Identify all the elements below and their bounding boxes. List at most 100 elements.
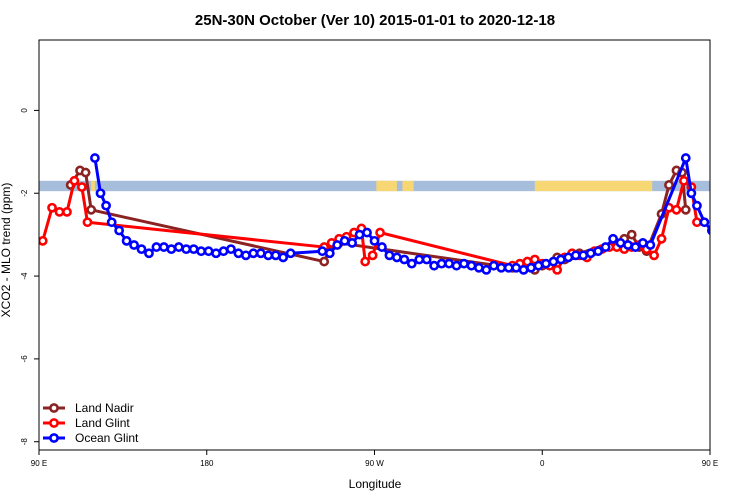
data-point [324, 248, 335, 259]
y-tick-label: -4 [20, 272, 29, 280]
data-point [121, 235, 132, 246]
data-point [218, 246, 229, 257]
legend-item: Ocean Glint [43, 431, 139, 445]
data-point [548, 256, 559, 267]
data-point [615, 238, 626, 248]
data-point [129, 240, 139, 250]
data-point [347, 238, 358, 248]
series-1 [39, 175, 702, 275]
data-point [600, 242, 611, 252]
data-point [716, 237, 723, 244]
data-point [436, 258, 447, 269]
data-point [723, 241, 730, 248]
data-point [158, 242, 169, 252]
data-point [233, 248, 244, 259]
data-point [649, 250, 659, 261]
data-point [664, 180, 674, 190]
data-point [136, 244, 147, 255]
data-point [738, 250, 745, 257]
data-point [555, 254, 566, 265]
data-point [626, 229, 637, 240]
data-point [421, 254, 432, 265]
data-point [69, 175, 80, 186]
data-point [54, 206, 65, 217]
land-segment [534, 180, 653, 192]
data-point [39, 235, 48, 246]
data-point [686, 188, 697, 199]
data-point [671, 204, 682, 215]
data-point [746, 243, 750, 250]
x-tick-label: 90 W [365, 459, 384, 468]
data-point [563, 252, 574, 263]
data-point [240, 250, 251, 261]
data-point [699, 217, 710, 228]
y-tick-label: -2 [20, 189, 29, 197]
data-point [263, 250, 274, 261]
data-point [680, 153, 691, 163]
data-point [95, 188, 106, 199]
data-point [466, 260, 477, 271]
data-point [459, 258, 469, 269]
data-point [90, 153, 100, 163]
data-point [391, 252, 402, 263]
series-2 [90, 153, 750, 275]
data-point [369, 235, 380, 246]
data-point [692, 200, 702, 211]
x-axis-label: Longitude [349, 477, 402, 491]
x-tick-label: 90 E [702, 459, 718, 468]
data-point [226, 244, 236, 255]
data-point [518, 264, 529, 275]
data-point [706, 225, 710, 236]
x-tick-label: 0 [540, 459, 545, 468]
data-point [173, 242, 184, 252]
data-point [255, 248, 266, 259]
data-point [623, 240, 633, 250]
data-point [76, 182, 87, 192]
data-point [481, 264, 492, 275]
data-point [375, 227, 385, 238]
data-point [188, 244, 199, 255]
chart-title: 25N-30N October (Ver 10) 2015-01-01 to 2… [195, 12, 555, 29]
data-point [608, 233, 618, 244]
legend-item: Land Nadir [43, 401, 134, 415]
data-point [526, 262, 536, 273]
legend-label: Land Nadir [75, 401, 134, 415]
data-point [578, 250, 589, 261]
data-point [62, 206, 72, 217]
data-point [47, 202, 57, 213]
data-point [114, 225, 125, 236]
data-point [488, 260, 499, 271]
data-point [585, 248, 596, 259]
data-point [593, 246, 604, 257]
data-point [444, 258, 454, 269]
land-segment [376, 180, 397, 192]
data-point [319, 256, 330, 267]
y-tick-label: 0 [20, 108, 29, 113]
data-point [473, 262, 484, 273]
data-point [80, 167, 91, 178]
legend-marker [49, 418, 59, 428]
data-point [317, 246, 328, 257]
land-segment [91, 180, 95, 192]
data-point [270, 250, 281, 261]
data-point [82, 217, 93, 228]
data-point [680, 204, 691, 215]
x-tick-label: 90 E [31, 459, 47, 468]
data-point [731, 246, 738, 253]
data-point [511, 262, 522, 273]
data-point [541, 258, 551, 269]
data-point [367, 250, 378, 261]
data-point [196, 246, 207, 257]
data-point [86, 204, 97, 215]
data-point [503, 262, 514, 273]
data-point [144, 248, 154, 259]
data-point [645, 240, 656, 250]
data-point [399, 254, 410, 265]
data-point [332, 240, 343, 250]
data-point [101, 200, 111, 211]
data-point [151, 242, 162, 252]
plot-area [39, 153, 750, 275]
legend-label: Ocean Glint [75, 431, 139, 445]
